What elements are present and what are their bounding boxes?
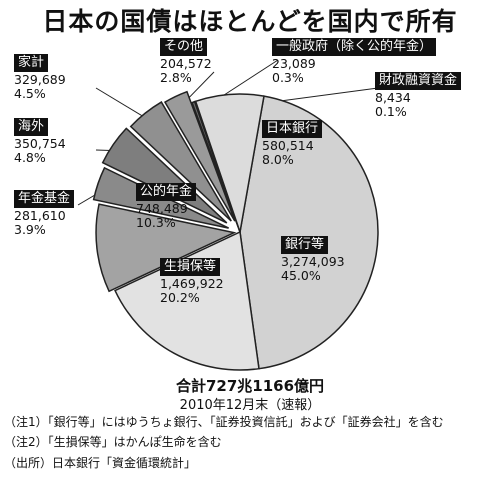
total-amount: 合計727兆1166億円 [175,377,325,395]
label-bank-of-japan-name: 日本銀行 [262,120,323,138]
label-overseas-pct: 4.8% [14,150,46,165]
date-label: 2010年12月末（速報） [179,398,321,413]
label-public-pension-value: 748,489 [136,201,188,216]
label-banks-name: 銀行等 [281,236,329,254]
label-overseas-name: 海外 [14,118,49,136]
label-fiscal-loan-fund: 財政融資資金 8,434 0.1% [375,72,462,119]
note-2: （注2）「生損保等」はかんぽ生命を含む [4,435,222,449]
label-general-government-name: 一般政府（除く公的年金） [272,38,437,56]
label-insurance-name: 生損保等 [160,258,221,276]
label-fiscal-loan-fund-pct: 0.1% [375,104,407,119]
label-bank-of-japan: 日本銀行 580,514 8.0% [262,120,323,167]
chart-title: 日本の国債はほとんどを国内で所有 [42,7,458,36]
label-public-pension-pct: 10.3% [136,215,176,230]
label-pension-funds-pct: 3.9% [14,222,46,237]
note-source: （出所）日本銀行「資金循環統計」 [4,456,197,470]
label-insurance: 生損保等 1,469,922 20.2% [160,258,224,305]
label-households: 家計 329,689 4.5% [14,54,66,101]
slice-banks [239,95,379,370]
label-general-government-pct: 0.3% [272,70,304,85]
label-others-value: 204,572 [160,56,212,71]
label-bank-of-japan-pct: 8.0% [262,152,294,167]
label-banks-pct: 45.0% [281,268,321,283]
note-1: （注1）「銀行等」にはゆうちょ銀行、「証券投資信託」および「証券会社」を含む [4,415,444,429]
label-households-name: 家計 [14,54,49,72]
label-bank-of-japan-value: 580,514 [262,138,314,153]
label-fiscal-loan-fund-name: 財政融資資金 [375,72,462,90]
slice-others [163,90,236,222]
label-insurance-pct: 20.2% [160,290,200,305]
label-overseas-value: 350,754 [14,136,66,151]
label-fiscal-loan-fund-value: 8,434 [375,90,411,105]
label-households-value: 329,689 [14,72,66,87]
slice-households [129,101,232,222]
slice-insurance [114,230,260,371]
label-general-government-value: 23,089 [272,56,316,71]
label-pension-funds-value: 281,610 [14,208,66,223]
label-pension-funds: 年金基金 281,610 3.9% [14,190,75,237]
label-banks-value: 3,274,093 [281,254,345,269]
label-pension-funds-name: 年金基金 [14,190,75,208]
label-public-pension: 公的年金 748,489 10.3% [136,183,197,230]
label-households-pct: 4.5% [14,86,46,101]
slice-public-pension [95,203,237,293]
label-overseas: 海外 350,754 4.8% [14,118,66,165]
pie-slices [92,90,379,371]
label-public-pension-name: 公的年金 [136,183,197,201]
label-others-name: その他 [160,38,208,56]
label-others-pct: 2.8% [160,70,192,85]
label-general-government: 一般政府（除く公的年金） 23,089 0.3% [272,38,437,85]
label-others: その他 204,572 2.8% [160,38,212,85]
label-banks: 銀行等 3,274,093 45.0% [281,236,345,283]
slice-bank-of-japan [194,93,265,233]
label-insurance-value: 1,469,922 [160,276,224,291]
